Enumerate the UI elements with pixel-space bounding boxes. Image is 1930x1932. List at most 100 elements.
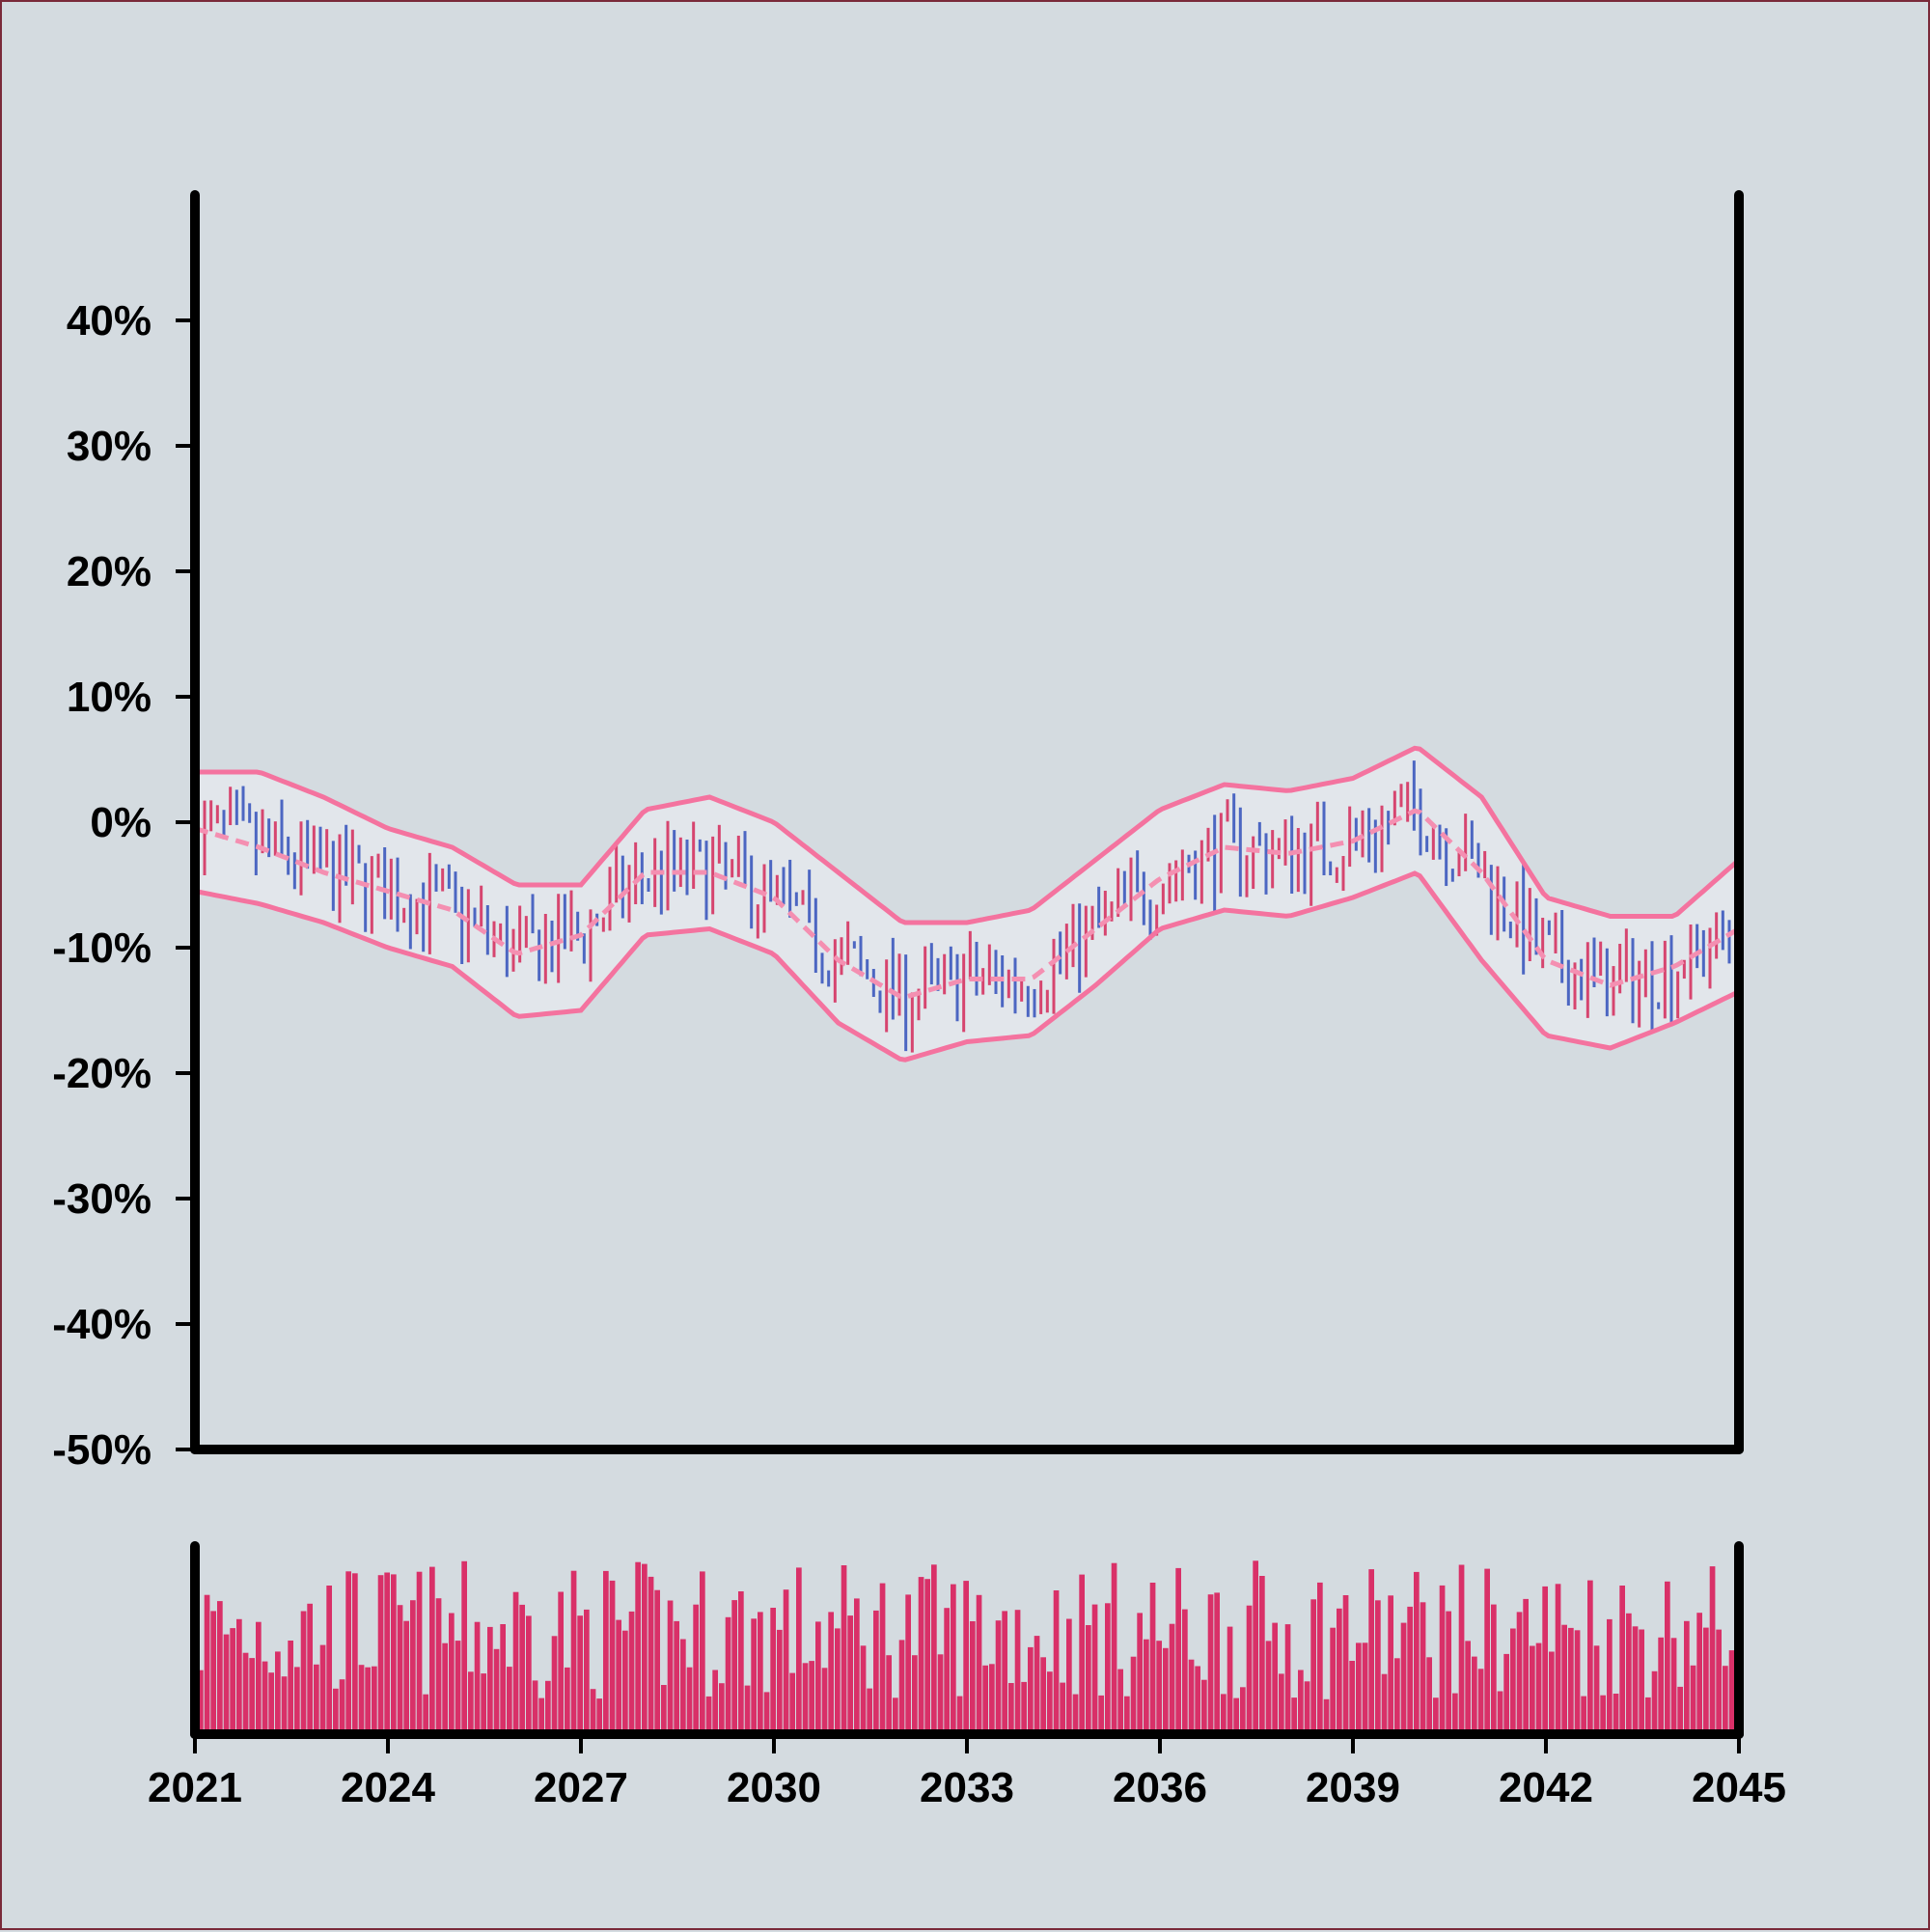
volume-bar xyxy=(893,1697,898,1734)
volume-bar xyxy=(648,1576,654,1734)
volume-bar xyxy=(403,1620,409,1734)
volume-bar xyxy=(1368,1569,1374,1734)
volume-bar xyxy=(1156,1641,1162,1734)
volume-bar xyxy=(1472,1656,1477,1734)
volume-bar xyxy=(1014,1610,1021,1734)
volume-bar xyxy=(976,1594,982,1734)
volume-bar xyxy=(1600,1695,1606,1734)
volume-bar xyxy=(481,1673,486,1734)
volume-bar xyxy=(294,1667,300,1734)
volume-bar xyxy=(590,1689,596,1734)
volume-bar xyxy=(493,1648,500,1734)
volume-bar xyxy=(526,1615,532,1734)
volume-bar xyxy=(1233,1697,1239,1734)
volume-bar xyxy=(333,1688,339,1734)
volume-bar xyxy=(1227,1626,1233,1734)
x-tick-label: 2033 xyxy=(920,1764,1014,1811)
volume-bar xyxy=(1639,1629,1644,1734)
volume-bar xyxy=(642,1563,648,1734)
volume-bar xyxy=(937,1654,944,1734)
volume-bar xyxy=(918,1577,924,1734)
volume-bar xyxy=(1465,1641,1471,1734)
volume-bar xyxy=(654,1589,660,1734)
volume-bar xyxy=(1388,1595,1393,1734)
y-tick-label: 30% xyxy=(67,423,152,470)
x-tick-label: 2039 xyxy=(1306,1764,1400,1811)
volume-bar xyxy=(1086,1625,1091,1734)
volume-bar xyxy=(815,1621,821,1734)
volume-bar xyxy=(204,1594,210,1734)
volume-bar xyxy=(198,1670,204,1734)
volume-bar xyxy=(1568,1627,1574,1734)
volume-bar xyxy=(956,1696,963,1734)
volume-bar xyxy=(275,1651,281,1734)
volume-bar xyxy=(519,1604,525,1734)
volume-bar xyxy=(951,1584,956,1734)
volume-bar xyxy=(712,1670,718,1734)
volume-bar xyxy=(455,1641,461,1734)
volume-bar xyxy=(1626,1613,1632,1734)
volume-bar xyxy=(1117,1669,1123,1734)
x-tick-label: 2027 xyxy=(534,1764,628,1811)
volume-bar xyxy=(898,1640,905,1734)
volume-bar xyxy=(1098,1695,1104,1734)
volume-bar xyxy=(1111,1562,1117,1734)
volume-bar xyxy=(474,1621,481,1734)
volume-bar xyxy=(487,1626,493,1734)
x-tick-label: 2021 xyxy=(148,1764,242,1811)
volume-bar xyxy=(738,1591,744,1734)
volume-bar xyxy=(1645,1697,1651,1734)
volume-bar xyxy=(622,1630,628,1734)
volume-bar xyxy=(789,1672,795,1734)
volume-bar xyxy=(1703,1627,1709,1734)
volume-bar xyxy=(596,1698,602,1734)
volume-bar xyxy=(565,1667,570,1734)
band-fill xyxy=(195,748,1739,1061)
volume-bar xyxy=(1381,1673,1388,1734)
volume-bar xyxy=(841,1565,847,1734)
volume-bar xyxy=(262,1661,268,1734)
volume-bar xyxy=(1240,1687,1246,1734)
volume-bar xyxy=(461,1560,467,1734)
volume-bar xyxy=(1330,1627,1336,1734)
volume-bar xyxy=(345,1571,351,1734)
volume-bar xyxy=(1349,1661,1355,1734)
volume-bar xyxy=(628,1611,635,1734)
volume-bar xyxy=(924,1579,930,1734)
volume-bar xyxy=(339,1679,345,1734)
volume-bar xyxy=(1426,1657,1432,1734)
volume-bar xyxy=(268,1672,274,1734)
volume-bar xyxy=(1163,1647,1169,1734)
x-tick-label: 2036 xyxy=(1113,1764,1207,1811)
volume-bar xyxy=(667,1600,674,1734)
volume-bar xyxy=(230,1628,235,1734)
volume-bar xyxy=(1144,1639,1149,1734)
x-tick-label: 2030 xyxy=(727,1764,821,1811)
volume-bar xyxy=(377,1575,384,1734)
volume-bar xyxy=(989,1664,995,1734)
volume-bar xyxy=(725,1616,731,1734)
volume-bar xyxy=(1008,1683,1014,1734)
volume-bar xyxy=(963,1581,969,1734)
volume-bar xyxy=(1028,1646,1034,1734)
lower-band-line xyxy=(194,870,1741,1063)
volume-bar xyxy=(1535,1642,1542,1734)
volume-bar xyxy=(1420,1602,1426,1734)
volume-bar xyxy=(449,1613,455,1734)
volume-bar xyxy=(1516,1612,1523,1734)
y-tick-label: 40% xyxy=(67,297,152,345)
volume-bar xyxy=(1214,1592,1220,1734)
volume-bar xyxy=(719,1683,725,1734)
volume-bar xyxy=(1298,1670,1304,1734)
volume-bar xyxy=(223,1634,230,1734)
volume-bar xyxy=(847,1615,853,1734)
volume-bar xyxy=(1040,1657,1046,1734)
volume-bar xyxy=(635,1561,641,1734)
x-tick-label: 2024 xyxy=(341,1764,435,1811)
volume-bar xyxy=(1581,1696,1586,1734)
volume-bar xyxy=(970,1621,976,1734)
volume-bar xyxy=(828,1612,834,1734)
volume-bar xyxy=(931,1564,937,1734)
volume-bar xyxy=(1317,1582,1323,1734)
